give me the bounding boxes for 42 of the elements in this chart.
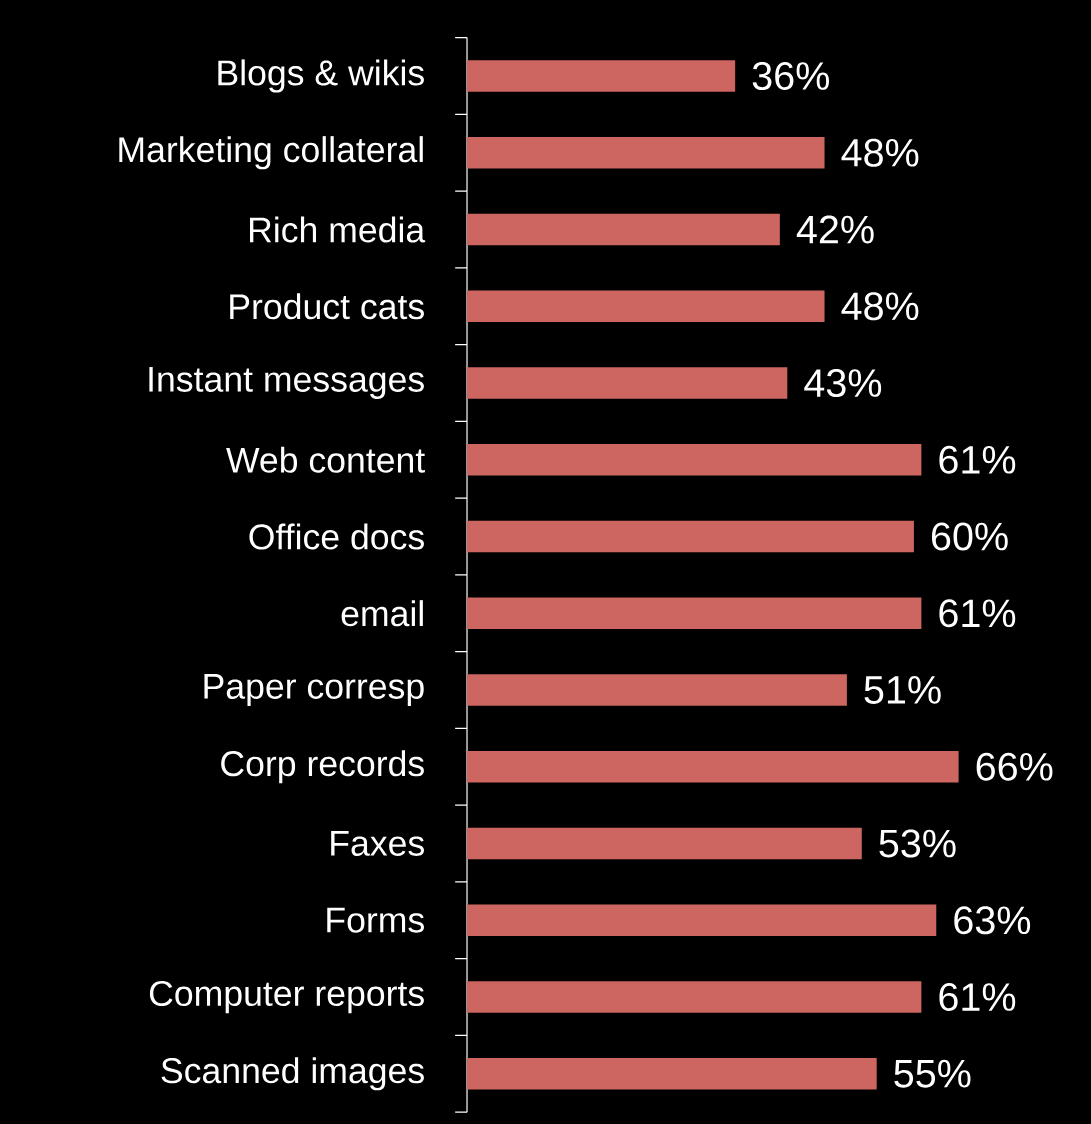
y-tick-label: Product cats: [230, 293, 424, 320]
bar: [466, 1057, 877, 1090]
y-tick-label: Scanned images: [161, 1057, 424, 1091]
bar: [466, 367, 788, 399]
data-label: 55%: [894, 1059, 971, 1088]
y-tick-label: Web content: [225, 446, 425, 473]
data-label: 48%: [841, 138, 919, 167]
data-label: 66%: [976, 752, 1053, 781]
data-label: 53%: [879, 829, 956, 858]
y-tick-label: Computer reports: [149, 980, 424, 1014]
y-tick-label: Instant messages: [149, 367, 424, 399]
data-label: 48%: [841, 292, 919, 321]
bar: [466, 750, 959, 783]
y-tick-label: Corp records: [221, 750, 424, 784]
data-label: 42%: [796, 215, 874, 244]
y-tick-label: Rich media: [249, 216, 426, 243]
bar: [466, 904, 937, 937]
bar: [466, 443, 922, 476]
bar: [466, 213, 780, 246]
y-tick-label: email: [341, 600, 423, 627]
data-label: 60%: [931, 522, 1008, 551]
y-tick-label: Faxes: [331, 831, 424, 856]
y-tick-label: Marketing collateral: [119, 136, 423, 170]
bar: [466, 674, 847, 706]
bar: [466, 827, 862, 860]
data-label: 51%: [864, 676, 941, 704]
y-tick-label: Paper corresp: [204, 674, 424, 706]
data-label: 63%: [954, 906, 1030, 935]
bar: [466, 290, 825, 323]
bar: [466, 136, 825, 169]
bar: [466, 520, 914, 553]
y-tick-label: Blogs & wikis: [218, 59, 424, 93]
bar: [466, 60, 735, 92]
data-label: 43%: [804, 368, 881, 398]
data-label: 61%: [939, 982, 1016, 1012]
bar: [466, 981, 922, 1013]
y-tick-label: Office docs: [249, 523, 424, 550]
data-label: 61%: [939, 599, 1016, 628]
bar: [466, 597, 922, 630]
data-label: 36%: [752, 61, 829, 91]
data-label: 61%: [939, 445, 1016, 474]
y-tick-label: Forms: [327, 907, 424, 933]
